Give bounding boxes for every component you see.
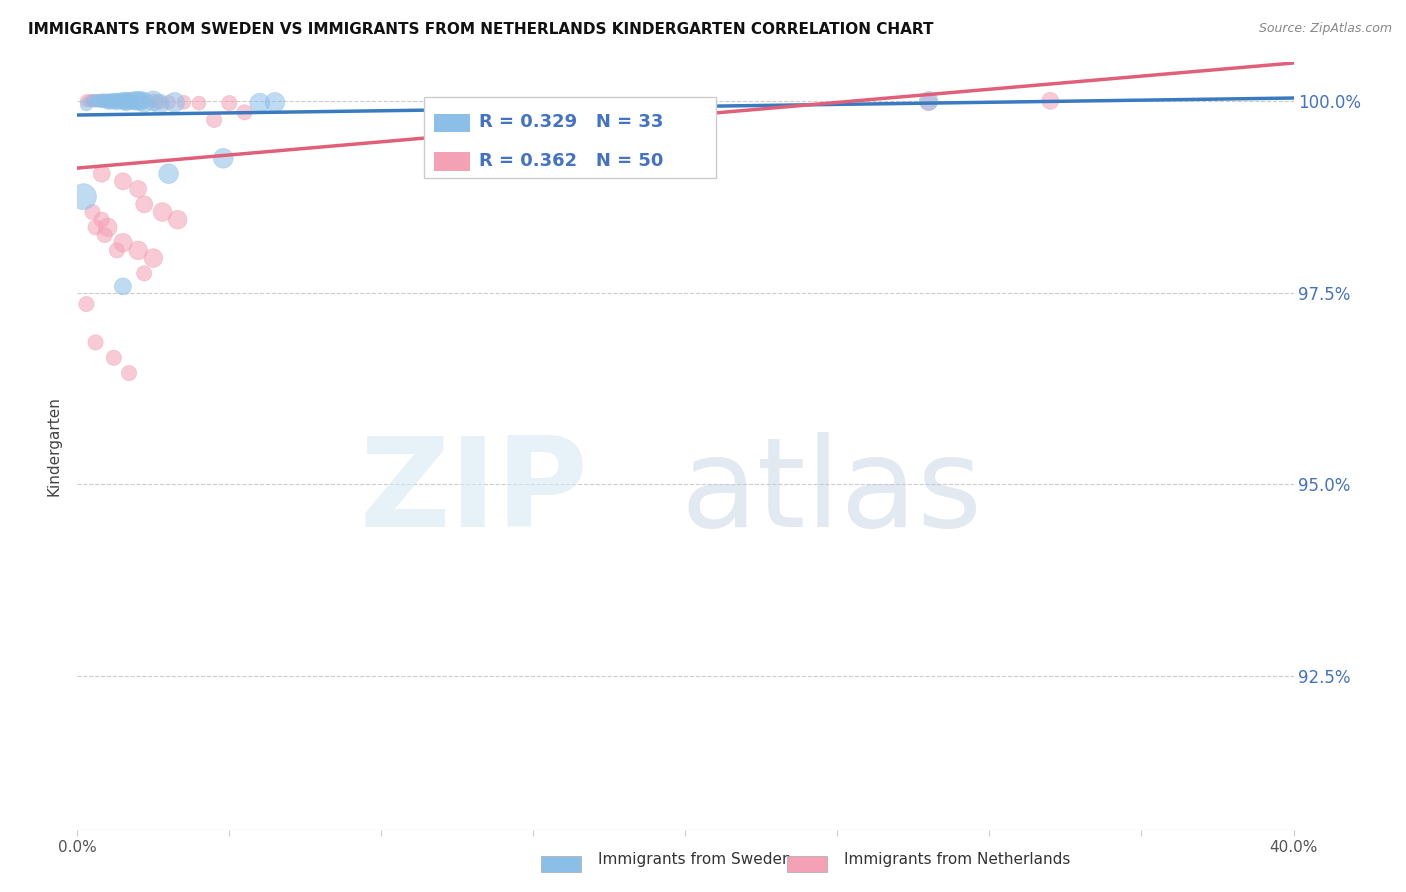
Text: ZIP: ZIP xyxy=(360,432,588,552)
Point xyxy=(212,151,235,165)
Point xyxy=(127,244,149,258)
Text: atlas: atlas xyxy=(681,432,983,552)
Point xyxy=(264,95,287,110)
Point xyxy=(218,96,240,111)
Point xyxy=(918,95,941,110)
Point xyxy=(75,94,97,108)
Point xyxy=(249,96,271,111)
Point xyxy=(100,94,122,108)
FancyBboxPatch shape xyxy=(433,153,470,170)
Point xyxy=(163,95,186,110)
Point xyxy=(118,94,141,108)
Point xyxy=(82,94,104,108)
Point xyxy=(124,94,146,108)
Text: R = 0.329   N = 33: R = 0.329 N = 33 xyxy=(478,113,664,131)
Point xyxy=(108,94,131,108)
Point xyxy=(152,205,174,219)
Point xyxy=(188,96,211,111)
Point xyxy=(103,94,125,108)
Point xyxy=(173,95,195,110)
Point xyxy=(93,94,115,108)
Point xyxy=(72,189,94,203)
Point xyxy=(111,94,134,108)
Point xyxy=(121,94,143,108)
Point xyxy=(100,95,122,110)
Point xyxy=(111,279,134,293)
Point xyxy=(105,94,128,108)
Point xyxy=(82,205,104,219)
Point xyxy=(121,94,143,108)
Text: IMMIGRANTS FROM SWEDEN VS IMMIGRANTS FROM NETHERLANDS KINDERGARTEN CORRELATION C: IMMIGRANTS FROM SWEDEN VS IMMIGRANTS FRO… xyxy=(28,22,934,37)
Point xyxy=(202,113,225,128)
Point xyxy=(75,297,97,311)
Point xyxy=(87,94,110,108)
Point xyxy=(87,94,110,108)
FancyBboxPatch shape xyxy=(433,114,470,132)
Point xyxy=(103,351,125,365)
Point xyxy=(129,94,152,108)
Point xyxy=(105,94,128,108)
Point xyxy=(157,167,180,181)
Text: R = 0.362   N = 50: R = 0.362 N = 50 xyxy=(478,152,664,169)
Text: Source: ZipAtlas.com: Source: ZipAtlas.com xyxy=(1258,22,1392,36)
Point xyxy=(97,220,120,235)
Point xyxy=(142,251,165,265)
Point xyxy=(111,235,134,250)
Point xyxy=(108,94,131,108)
Point xyxy=(103,94,125,108)
Point xyxy=(233,105,256,120)
Point xyxy=(127,94,149,108)
Point xyxy=(134,95,156,110)
Point xyxy=(84,94,107,108)
Point xyxy=(90,94,112,108)
Point xyxy=(115,94,138,108)
Point xyxy=(148,95,170,110)
Point xyxy=(97,94,120,108)
Point xyxy=(134,267,156,281)
Point xyxy=(918,94,941,108)
Point xyxy=(142,94,165,108)
Point xyxy=(90,167,112,181)
Point xyxy=(134,95,156,110)
Point xyxy=(84,94,107,108)
Point xyxy=(97,95,120,110)
Point xyxy=(134,197,156,211)
Point xyxy=(118,94,141,108)
Point xyxy=(124,94,146,108)
Point xyxy=(166,212,188,227)
Point xyxy=(75,97,97,112)
Point xyxy=(82,94,104,108)
Point xyxy=(115,94,138,108)
Point xyxy=(105,95,128,110)
Y-axis label: Kindergarten: Kindergarten xyxy=(46,396,62,496)
Point xyxy=(93,228,115,243)
Point xyxy=(79,94,101,108)
Point xyxy=(100,94,122,108)
Point xyxy=(118,366,141,380)
Point xyxy=(93,94,115,108)
Point xyxy=(127,94,149,108)
Point xyxy=(105,244,128,258)
Point xyxy=(97,94,120,108)
Point xyxy=(90,212,112,227)
Point xyxy=(148,96,170,111)
Point xyxy=(111,95,134,110)
Point xyxy=(1039,94,1062,108)
Point xyxy=(111,174,134,188)
Point xyxy=(142,94,165,108)
Point xyxy=(84,335,107,350)
Point xyxy=(84,220,107,235)
Point xyxy=(129,94,152,108)
FancyBboxPatch shape xyxy=(425,97,716,178)
Text: Immigrants from Netherlands: Immigrants from Netherlands xyxy=(844,852,1070,867)
Point xyxy=(115,95,138,110)
Point xyxy=(127,182,149,196)
Point xyxy=(90,94,112,108)
Point xyxy=(157,95,180,110)
Text: Immigrants from Sweden: Immigrants from Sweden xyxy=(598,852,792,867)
